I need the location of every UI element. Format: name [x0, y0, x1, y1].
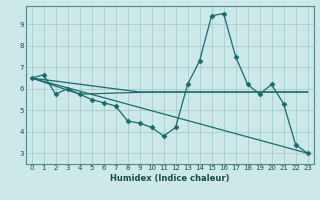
X-axis label: Humidex (Indice chaleur): Humidex (Indice chaleur) — [110, 174, 229, 183]
